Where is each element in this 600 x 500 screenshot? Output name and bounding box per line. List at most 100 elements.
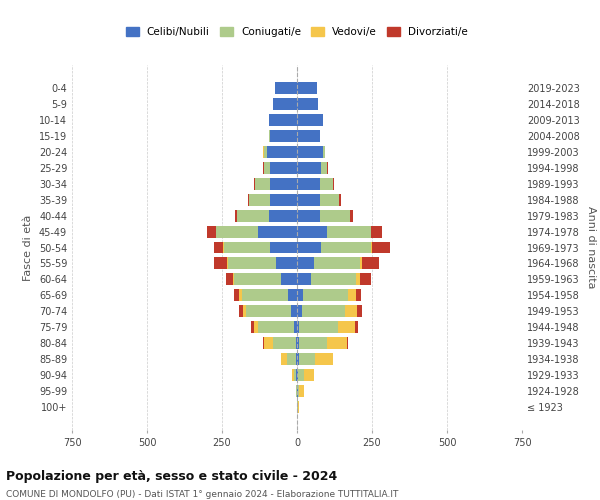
- Bar: [234, 274, 281, 285]
- Bar: [297, 354, 299, 366]
- Bar: [296, 354, 297, 366]
- Bar: [264, 162, 270, 173]
- Bar: [303, 290, 348, 302]
- Bar: [320, 178, 333, 190]
- Bar: [297, 178, 320, 190]
- Bar: [355, 290, 361, 302]
- Bar: [276, 258, 297, 270]
- Bar: [297, 130, 320, 141]
- Bar: [296, 338, 297, 349]
- Bar: [263, 146, 264, 158]
- Bar: [362, 258, 379, 270]
- Bar: [254, 322, 258, 334]
- Bar: [327, 162, 328, 173]
- Bar: [239, 290, 241, 302]
- Bar: [297, 306, 302, 318]
- Bar: [299, 322, 338, 334]
- Bar: [294, 370, 296, 382]
- Bar: [297, 290, 303, 302]
- Bar: [297, 242, 321, 254]
- Bar: [226, 274, 233, 285]
- Bar: [263, 338, 264, 349]
- Bar: [333, 178, 334, 190]
- Bar: [228, 258, 276, 270]
- Bar: [297, 274, 311, 285]
- Bar: [349, 210, 353, 222]
- Bar: [214, 258, 227, 270]
- Bar: [297, 194, 320, 205]
- Bar: [297, 226, 327, 237]
- Bar: [327, 226, 371, 237]
- Bar: [281, 274, 297, 285]
- Bar: [297, 146, 323, 158]
- Bar: [258, 226, 297, 237]
- Bar: [355, 322, 358, 334]
- Bar: [297, 210, 320, 222]
- Bar: [246, 306, 291, 318]
- Bar: [297, 114, 323, 126]
- Bar: [214, 242, 223, 254]
- Bar: [304, 370, 314, 382]
- Bar: [371, 226, 382, 237]
- Bar: [275, 82, 297, 94]
- Bar: [338, 322, 355, 334]
- Bar: [297, 258, 314, 270]
- Bar: [298, 402, 299, 413]
- Y-axis label: Fasce di età: Fasce di età: [23, 214, 33, 280]
- Bar: [269, 114, 297, 126]
- Bar: [241, 290, 288, 302]
- Bar: [339, 194, 341, 205]
- Bar: [294, 322, 297, 334]
- Bar: [323, 146, 325, 158]
- Bar: [269, 210, 297, 222]
- Bar: [263, 162, 264, 173]
- Bar: [239, 306, 243, 318]
- Bar: [297, 162, 321, 173]
- Bar: [321, 242, 371, 254]
- Bar: [297, 370, 298, 382]
- Bar: [255, 178, 270, 190]
- Bar: [234, 290, 239, 302]
- Bar: [254, 178, 255, 190]
- Bar: [299, 354, 315, 366]
- Bar: [243, 306, 246, 318]
- Bar: [320, 210, 349, 222]
- Bar: [371, 242, 372, 254]
- Bar: [297, 322, 299, 334]
- Legend: Celibi/Nubili, Coniugati/e, Vedovi/e, Divorziati/e: Celibi/Nubili, Coniugati/e, Vedovi/e, Di…: [122, 23, 472, 41]
- Bar: [345, 306, 357, 318]
- Bar: [216, 226, 258, 237]
- Bar: [264, 146, 267, 158]
- Bar: [269, 130, 270, 141]
- Bar: [233, 274, 234, 285]
- Bar: [297, 98, 318, 110]
- Bar: [287, 354, 296, 366]
- Bar: [348, 290, 355, 302]
- Bar: [298, 386, 299, 398]
- Bar: [311, 274, 355, 285]
- Bar: [264, 338, 273, 349]
- Bar: [315, 354, 333, 366]
- Bar: [297, 338, 299, 349]
- Bar: [327, 338, 347, 349]
- Bar: [248, 194, 249, 205]
- Bar: [270, 194, 297, 205]
- Bar: [270, 242, 297, 254]
- Bar: [291, 306, 297, 318]
- Bar: [298, 370, 304, 382]
- Text: COMUNE DI MONDOLFO (PU) - Dati ISTAT 1° gennaio 2024 - Elaborazione TUTTITALIA.I: COMUNE DI MONDOLFO (PU) - Dati ISTAT 1° …: [6, 490, 398, 499]
- Bar: [302, 306, 345, 318]
- Bar: [296, 370, 297, 382]
- Bar: [258, 322, 294, 334]
- Bar: [281, 354, 287, 366]
- Bar: [273, 98, 297, 110]
- Bar: [270, 162, 297, 173]
- Bar: [251, 322, 254, 334]
- Bar: [235, 210, 237, 222]
- Bar: [249, 194, 270, 205]
- Bar: [347, 338, 348, 349]
- Bar: [270, 178, 297, 190]
- Bar: [360, 258, 362, 270]
- Bar: [297, 386, 298, 398]
- Y-axis label: Anni di nascita: Anni di nascita: [586, 206, 596, 289]
